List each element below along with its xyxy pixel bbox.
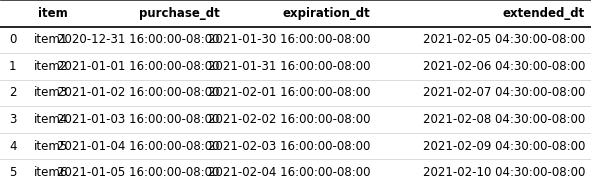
Text: 2021-02-04 16:00:00-08:00: 2021-02-04 16:00:00-08:00 [208,166,371,179]
Text: 2: 2 [9,86,17,100]
Bar [0,27,591,53]
Text: 2021-01-30 16:00:00-08:00: 2021-01-30 16:00:00-08:00 [208,33,371,46]
Bar [0,53,591,80]
Text: expiration_dt: expiration_dt [283,7,371,20]
Text: item6: item6 [34,166,68,179]
Text: 2021-02-08 04:30:00-08:00: 2021-02-08 04:30:00-08:00 [423,113,585,126]
Text: 2021-01-01 16:00:00-08:00: 2021-01-01 16:00:00-08:00 [57,60,219,73]
Text: item2: item2 [34,60,68,73]
Text: item3: item3 [34,86,68,100]
Bar [0,133,591,159]
Text: 2021-02-10 04:30:00-08:00: 2021-02-10 04:30:00-08:00 [423,166,585,179]
Text: 2021-01-03 16:00:00-08:00: 2021-01-03 16:00:00-08:00 [57,113,219,126]
Text: 2021-02-03 16:00:00-08:00: 2021-02-03 16:00:00-08:00 [208,140,371,153]
Text: 3: 3 [9,113,17,126]
Text: 2021-02-02 16:00:00-08:00: 2021-02-02 16:00:00-08:00 [208,113,371,126]
Text: 2021-02-05 04:30:00-08:00: 2021-02-05 04:30:00-08:00 [423,33,585,46]
Text: extended_dt: extended_dt [503,7,585,20]
Text: 0: 0 [9,33,17,46]
Text: item1: item1 [34,33,68,46]
Text: 2021-02-07 04:30:00-08:00: 2021-02-07 04:30:00-08:00 [423,86,585,100]
Text: 2021-02-09 04:30:00-08:00: 2021-02-09 04:30:00-08:00 [423,140,585,153]
Text: item: item [38,7,68,20]
Text: 5: 5 [9,166,17,179]
Text: 2020-12-31 16:00:00-08:00: 2020-12-31 16:00:00-08:00 [57,33,219,46]
Text: 1: 1 [9,60,17,73]
Text: 4: 4 [9,140,17,153]
Text: 2021-01-05 16:00:00-08:00: 2021-01-05 16:00:00-08:00 [57,166,219,179]
Text: 2021-01-31 16:00:00-08:00: 2021-01-31 16:00:00-08:00 [208,60,371,73]
Text: purchase_dt: purchase_dt [138,7,219,20]
Bar [0,106,591,133]
Bar [0,80,591,106]
Text: 2021-02-01 16:00:00-08:00: 2021-02-01 16:00:00-08:00 [208,86,371,100]
Text: 2021-02-06 04:30:00-08:00: 2021-02-06 04:30:00-08:00 [423,60,585,73]
Text: 2021-01-04 16:00:00-08:00: 2021-01-04 16:00:00-08:00 [57,140,219,153]
Text: 2021-01-02 16:00:00-08:00: 2021-01-02 16:00:00-08:00 [57,86,219,100]
Bar [0,159,591,186]
Text: item5: item5 [34,140,68,153]
Text: item4: item4 [34,113,68,126]
